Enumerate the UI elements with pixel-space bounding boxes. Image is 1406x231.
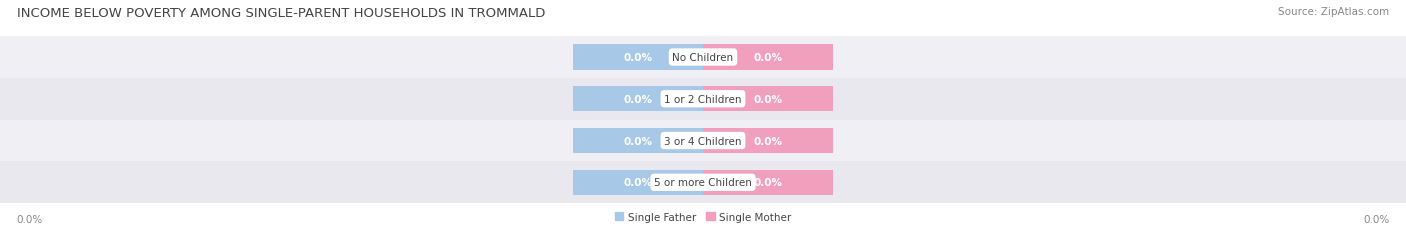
Bar: [0, 79, 1406, 120]
Text: 0.0%: 0.0%: [1362, 214, 1389, 225]
Bar: [574, 128, 703, 153]
Text: INCOME BELOW POVERTY AMONG SINGLE-PARENT HOUSEHOLDS IN TROMMALD: INCOME BELOW POVERTY AMONG SINGLE-PARENT…: [17, 7, 546, 20]
Bar: [0, 162, 1406, 203]
Legend: Single Father, Single Mother: Single Father, Single Mother: [610, 208, 796, 226]
Text: 0.0%: 0.0%: [624, 136, 652, 146]
Text: 0.0%: 0.0%: [624, 177, 652, 188]
Text: 5 or more Children: 5 or more Children: [654, 177, 752, 188]
Text: 0.0%: 0.0%: [624, 53, 652, 63]
Text: 0.0%: 0.0%: [754, 53, 782, 63]
Text: 0.0%: 0.0%: [754, 136, 782, 146]
Text: 0.0%: 0.0%: [754, 177, 782, 188]
Bar: [574, 45, 703, 70]
Text: 0.0%: 0.0%: [624, 94, 652, 104]
Bar: [703, 170, 832, 195]
Text: 3 or 4 Children: 3 or 4 Children: [664, 136, 742, 146]
Bar: [574, 87, 703, 112]
Text: 0.0%: 0.0%: [754, 94, 782, 104]
Bar: [574, 170, 703, 195]
Bar: [703, 87, 832, 112]
Text: Source: ZipAtlas.com: Source: ZipAtlas.com: [1278, 7, 1389, 17]
Bar: [0, 120, 1406, 162]
Bar: [0, 37, 1406, 79]
Text: 0.0%: 0.0%: [17, 214, 44, 225]
Bar: [703, 128, 832, 153]
Text: No Children: No Children: [672, 53, 734, 63]
Text: 1 or 2 Children: 1 or 2 Children: [664, 94, 742, 104]
Bar: [703, 45, 832, 70]
